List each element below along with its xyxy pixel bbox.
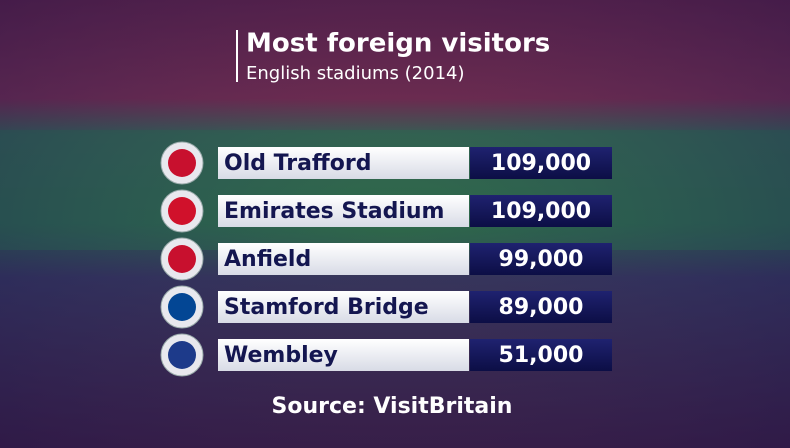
- value-box: [470, 147, 612, 179]
- crest: [168, 245, 196, 273]
- crest: [168, 197, 196, 225]
- value-box: [470, 195, 612, 227]
- rows: Old Trafford 109,000 Emirates Stadium 109,0…: [160, 141, 612, 377]
- row-value: 99,000: [499, 247, 584, 272]
- crest: [168, 293, 196, 321]
- row-value: 89,000: [499, 295, 584, 320]
- row-value: 109,000: [491, 151, 591, 176]
- name-box: [218, 339, 469, 371]
- title: Most foreign visitors: [246, 29, 550, 59]
- row-value: 109,000: [491, 199, 591, 224]
- row-name: Stamford Bridge: [224, 295, 429, 320]
- crest: [168, 341, 196, 369]
- value-box: [470, 291, 612, 323]
- name-box: [218, 243, 469, 275]
- name-box: [218, 195, 469, 227]
- row-name: Emirates Stadium: [224, 199, 444, 224]
- source: Source: VisitBritain: [272, 394, 513, 419]
- subtitle: English stadiums (2014): [246, 63, 465, 84]
- value-box: [470, 243, 612, 275]
- crest: [168, 149, 196, 177]
- row-value: 51,000: [499, 343, 584, 368]
- value-box: [470, 339, 612, 371]
- name-box: [218, 291, 469, 323]
- row-name: Wembley: [224, 343, 338, 368]
- row-name: Anfield: [224, 247, 311, 272]
- name-box: [218, 147, 469, 179]
- row-name: Old Trafford: [224, 151, 371, 176]
